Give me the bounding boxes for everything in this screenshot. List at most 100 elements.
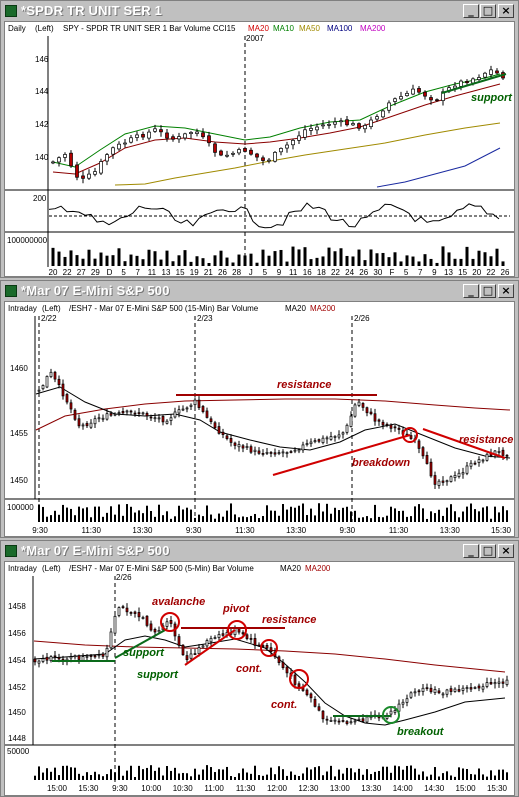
volume-bar bbox=[189, 261, 193, 266]
price-bar bbox=[41, 385, 45, 390]
volume-bar bbox=[303, 247, 307, 266]
volume-bar bbox=[123, 261, 127, 266]
volume-bar bbox=[502, 506, 504, 522]
chart-area[interactable]: Daily (Left) SPY - SPDR TR UNIT SER 1 Ba… bbox=[4, 21, 515, 277]
volume-bar bbox=[114, 772, 116, 780]
price-bar bbox=[245, 634, 249, 640]
price-bar bbox=[445, 480, 449, 483]
axis-tick-label: 9:30 bbox=[340, 526, 356, 535]
volume-bar bbox=[274, 510, 276, 522]
close-button[interactable]: × bbox=[498, 544, 514, 558]
price-bar bbox=[65, 394, 69, 403]
axis-tick-label: 9:30 bbox=[32, 526, 48, 535]
price-tick: 144 bbox=[35, 87, 49, 96]
price-bar bbox=[171, 136, 175, 140]
continuation-annotation: cont. bbox=[271, 699, 297, 711]
axis-tick-label: 5 bbox=[404, 268, 409, 276]
volume-bar bbox=[246, 772, 248, 780]
volume-bar bbox=[202, 769, 204, 780]
volume-bar bbox=[315, 257, 319, 266]
axis-tick-label: 7 bbox=[418, 268, 423, 276]
volume-bar bbox=[354, 772, 356, 780]
price-bar bbox=[369, 119, 373, 127]
volume-bar bbox=[458, 517, 460, 522]
volume-bar bbox=[261, 249, 265, 266]
price-bar bbox=[341, 720, 345, 722]
price-bar bbox=[377, 419, 381, 422]
volume-bar bbox=[423, 254, 427, 266]
volume-bar bbox=[70, 767, 72, 780]
price-bar bbox=[449, 688, 453, 692]
support-annotation: support bbox=[123, 647, 165, 659]
volume-bar bbox=[298, 505, 300, 522]
volume-bar bbox=[370, 774, 372, 780]
close-button[interactable]: × bbox=[498, 4, 514, 18]
price-tick: 1452 bbox=[8, 683, 26, 692]
volume-bar bbox=[294, 507, 296, 522]
ma20-line bbox=[52, 83, 501, 175]
price-bar bbox=[363, 125, 367, 130]
minimize-button[interactable]: _ bbox=[463, 284, 479, 298]
axis-tick-label: 11:30 bbox=[236, 784, 256, 793]
volume-bar bbox=[454, 776, 456, 780]
maximize-button[interactable]: □ bbox=[480, 284, 496, 298]
volume-bar bbox=[162, 775, 164, 780]
volume-bar bbox=[333, 251, 337, 266]
volume-bar bbox=[86, 772, 88, 780]
volume-bar bbox=[453, 258, 457, 266]
volume-bar bbox=[153, 251, 157, 266]
axis-tick-label: 15:00 bbox=[456, 784, 477, 793]
volume-bar bbox=[42, 772, 44, 780]
volume-bar bbox=[438, 509, 440, 522]
volume-bar bbox=[178, 773, 180, 780]
volume-bar bbox=[438, 776, 440, 780]
chart-window-icon bbox=[5, 545, 17, 557]
volume-bar bbox=[322, 511, 324, 522]
volume-bar bbox=[74, 767, 76, 780]
price-tick: 1448 bbox=[8, 734, 26, 743]
price-bar bbox=[109, 413, 113, 416]
price-bar bbox=[123, 142, 127, 145]
chart-area[interactable]: Intraday (Left) /ESH7 - Mar 07 E-Mini S&… bbox=[4, 561, 515, 796]
volume-bar bbox=[231, 262, 235, 266]
volume-bar bbox=[102, 516, 104, 522]
volume-bar bbox=[321, 256, 325, 266]
maximize-button[interactable]: □ bbox=[480, 544, 496, 558]
volume-bar bbox=[63, 256, 67, 266]
volume-bars bbox=[38, 503, 508, 522]
price-bar bbox=[133, 611, 137, 614]
volume-bar bbox=[226, 766, 228, 780]
volume-bar bbox=[170, 518, 172, 522]
window-title-bar[interactable]: *Mar 07 E-Mini S&P 500 _ □ × bbox=[2, 282, 517, 300]
volume-bar bbox=[406, 516, 408, 522]
volume-bar bbox=[378, 516, 380, 522]
price-bar bbox=[381, 421, 385, 426]
price-bar bbox=[483, 72, 487, 78]
axis-tick-label: 13:00 bbox=[330, 784, 351, 793]
price-bar bbox=[433, 475, 437, 485]
ma100-line bbox=[376, 147, 501, 188]
volume-bar bbox=[462, 511, 464, 522]
price-bar bbox=[141, 617, 145, 619]
volume-bar bbox=[422, 508, 424, 522]
window-title-bar[interactable]: *Mar 07 E-Mini S&P 500 _ □ × bbox=[2, 542, 517, 560]
volume-bar bbox=[402, 510, 404, 522]
minimize-button[interactable]: _ bbox=[463, 4, 479, 18]
volume-bar bbox=[66, 507, 68, 522]
axis-tick-label: 15:30 bbox=[78, 784, 99, 793]
volume-bar bbox=[117, 248, 121, 266]
date-label: 2/22 bbox=[41, 314, 57, 323]
price-bar bbox=[189, 132, 193, 135]
window-title-bar[interactable]: *SPDR TR UNIT SER 1 _ □ × bbox=[2, 2, 517, 20]
minimize-button[interactable]: _ bbox=[463, 544, 479, 558]
maximize-button[interactable]: □ bbox=[480, 4, 496, 18]
price-bar bbox=[57, 157, 61, 163]
close-button[interactable]: × bbox=[498, 284, 514, 298]
volume-bar bbox=[186, 507, 188, 522]
price-bar bbox=[173, 411, 177, 418]
volume-bar bbox=[466, 769, 468, 780]
volume-bars bbox=[34, 765, 508, 780]
volume-bar bbox=[138, 510, 140, 522]
chart-area[interactable]: Intraday (Left) /ESH7 - Mar 07 E-Mini S&… bbox=[4, 301, 515, 537]
price-bar bbox=[207, 135, 211, 144]
